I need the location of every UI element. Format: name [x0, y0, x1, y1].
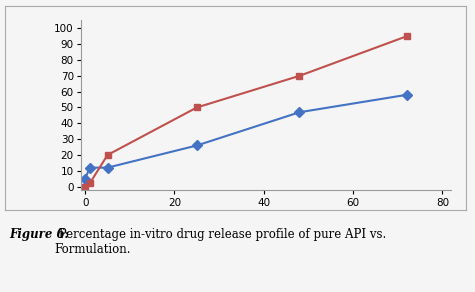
Text: Percentage in-vitro drug release profile of pure API vs.
Formulation.: Percentage in-vitro drug release profile…: [55, 228, 386, 256]
Text: Figure 6:: Figure 6:: [10, 228, 69, 241]
